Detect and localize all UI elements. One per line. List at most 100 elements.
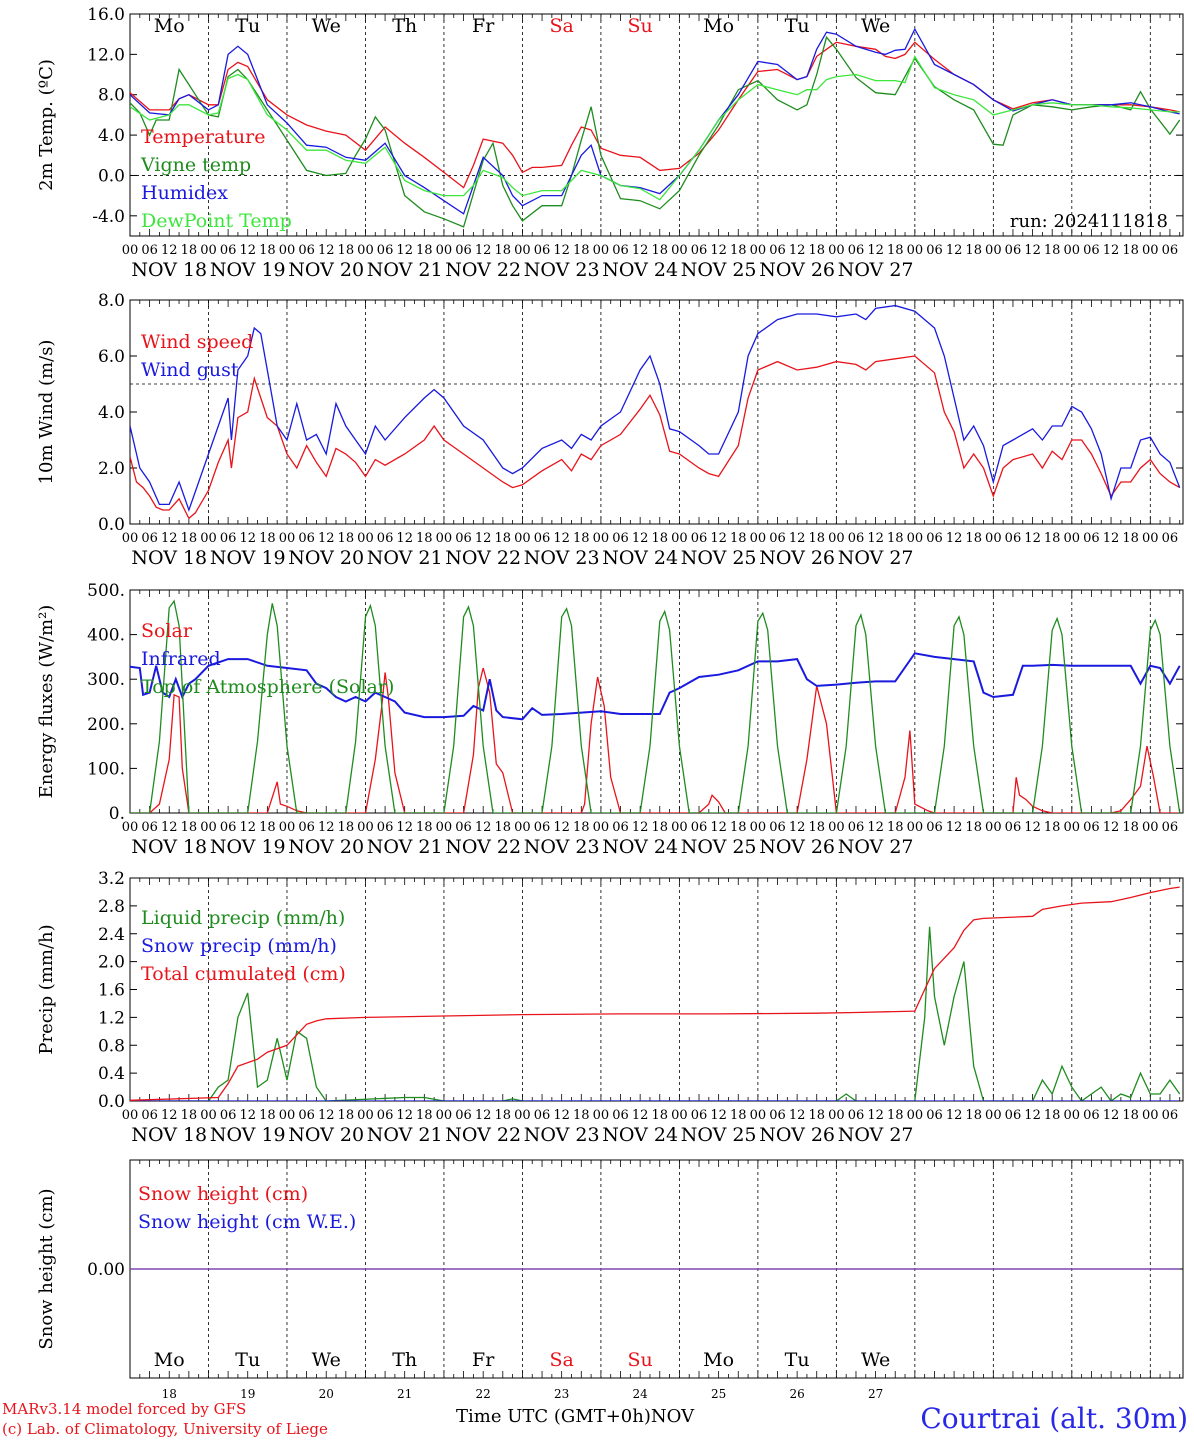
hour-tick-label: 00: [357, 531, 374, 546]
hour-tick-label: 18: [181, 531, 198, 546]
day-number: 18: [162, 1387, 177, 1401]
y-axis-label: 10m Wind (m/s): [36, 340, 57, 485]
panel-frame: [129, 589, 1184, 814]
date-label: NOV 23: [524, 547, 600, 569]
day-name: We: [861, 15, 890, 37]
date-label: NOV 20: [288, 836, 364, 858]
hour-tick-label: 12: [710, 243, 727, 258]
legend-entry: Infrared: [141, 648, 221, 670]
hour-tick-label: 18: [730, 820, 747, 835]
hour-tick-label: 18: [573, 531, 590, 546]
hour-tick-label: 06: [1005, 1108, 1022, 1123]
hour-tick-label: 06: [220, 820, 237, 835]
hour-tick-label: 12: [867, 243, 884, 258]
hour-tick-label: 12: [1103, 1108, 1120, 1123]
hour-tick-label: 00: [671, 820, 688, 835]
hour-tick-label: 18: [573, 1108, 590, 1123]
hour-tick-label: 00: [1142, 1108, 1159, 1123]
hour-tick-label: 18: [730, 1108, 747, 1123]
date-label: NOV 27: [838, 836, 914, 858]
hour-tick-label: 06: [298, 1108, 315, 1123]
hour-tick-label: 18: [965, 243, 982, 258]
hour-tick-label: 06: [691, 243, 708, 258]
y-tick-label: 2.0: [98, 459, 125, 479]
legend-entry: Vigne temp: [140, 154, 251, 176]
hour-tick-label: 00: [436, 820, 453, 835]
hour-tick-label: 00: [514, 1108, 531, 1123]
hour-tick-label: 12: [946, 820, 963, 835]
hour-tick-label: 12: [161, 820, 178, 835]
hour-tick-label: 18: [259, 243, 276, 258]
date-label: NOV 19: [210, 836, 286, 858]
hour-tick-label: 06: [298, 820, 315, 835]
legend-entry: Wind gust: [141, 359, 239, 381]
hour-tick-label: 18: [1122, 820, 1139, 835]
hour-tick-label: 06: [141, 820, 158, 835]
hour-tick-label: 12: [710, 531, 727, 546]
hour-tick-label: 12: [318, 820, 335, 835]
hour-tick-label: 18: [181, 243, 198, 258]
date-label: NOV 19: [210, 259, 286, 281]
legend-entry: Solar: [141, 620, 193, 642]
series-line: [130, 41, 1180, 189]
hour-tick-label: 06: [534, 820, 551, 835]
legend-entry: Temperature: [141, 126, 265, 148]
hour-tick-label: 00: [200, 531, 217, 546]
hour-tick-label: 18: [887, 531, 904, 546]
hour-tick-label: 00: [907, 1108, 924, 1123]
hour-tick-label: 00: [593, 1108, 610, 1123]
hour-tick-label: 12: [710, 1108, 727, 1123]
date-label: NOV 22: [445, 259, 521, 281]
hour-tick-label: 18: [1044, 1108, 1061, 1123]
hour-tick-label: 06: [1162, 1108, 1179, 1123]
hour-tick-label: 06: [1083, 531, 1100, 546]
hour-tick-label: 00: [907, 243, 924, 258]
hour-tick-label: 06: [926, 1108, 943, 1123]
date-label: NOV 20: [288, 547, 364, 569]
hour-tick-label: 12: [239, 1108, 256, 1123]
hour-tick-label: 06: [534, 531, 551, 546]
hour-tick-label: 18: [259, 820, 276, 835]
series-line: [130, 27, 1180, 215]
hour-tick-label: 00: [279, 820, 296, 835]
hour-tick-label: 18: [338, 531, 355, 546]
day-name: We: [312, 1349, 341, 1371]
hour-tick-label: 00: [1064, 531, 1081, 546]
hour-tick-label: 06: [926, 531, 943, 546]
hour-tick-label: 18: [730, 531, 747, 546]
hour-tick-label: 06: [691, 1108, 708, 1123]
hour-tick-label: 18: [181, 820, 198, 835]
day-name: Th: [392, 1349, 417, 1371]
hour-tick-label: 18: [416, 1108, 433, 1123]
hour-tick-label: 18: [887, 820, 904, 835]
hour-tick-label: 18: [1122, 531, 1139, 546]
hour-tick-label: 00: [593, 531, 610, 546]
hour-tick-label: 18: [808, 820, 825, 835]
y-tick-label: 500.: [87, 581, 125, 601]
hour-tick-label: 00: [750, 820, 767, 835]
hour-tick-label: 00: [985, 820, 1002, 835]
legend-entry: Wind speed: [141, 331, 253, 353]
day-name: Tu: [785, 15, 810, 37]
day-name: We: [312, 15, 341, 37]
hour-tick-label: 00: [1142, 531, 1159, 546]
hour-tick-label: 00: [1064, 1108, 1081, 1123]
hour-tick-label: 12: [161, 1108, 178, 1123]
hour-tick-label: 18: [651, 531, 668, 546]
day-name: Tu: [785, 1349, 810, 1371]
hour-tick-label: 18: [338, 1108, 355, 1123]
hour-tick-label: 06: [298, 243, 315, 258]
series-line: [130, 652, 1181, 721]
hour-tick-label: 00: [122, 1108, 139, 1123]
hour-tick-label: 18: [651, 243, 668, 258]
y-tick-label: 6.0: [98, 347, 125, 367]
hour-tick-label: 12: [475, 820, 492, 835]
day-number: 20: [319, 1387, 334, 1401]
x-axis-month: NOV: [650, 1406, 695, 1427]
series-line: [130, 926, 1181, 1101]
hour-tick-label: 06: [848, 243, 865, 258]
hour-tick-label: 00: [828, 243, 845, 258]
day-name: Fr: [472, 1349, 495, 1371]
hour-tick-label: 18: [965, 820, 982, 835]
y-tick-label: 2.0: [98, 953, 125, 973]
